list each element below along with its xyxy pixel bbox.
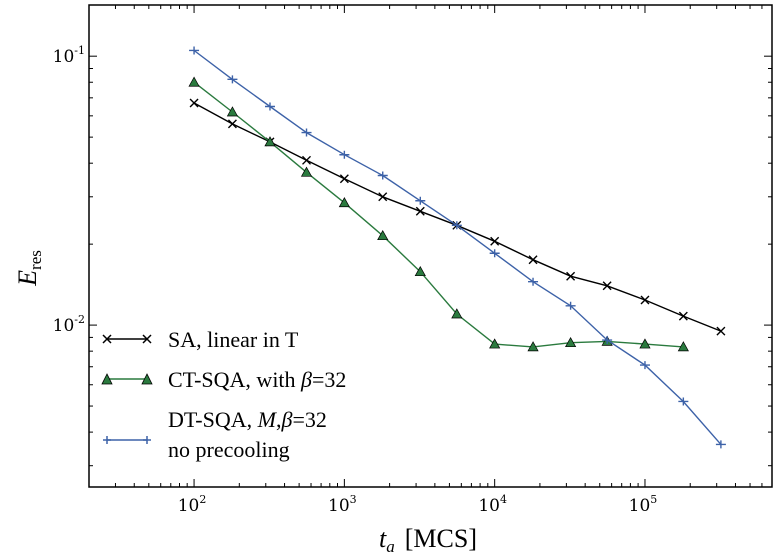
data-point [300,166,313,177]
x-tick-label: 104 [478,493,507,516]
data-point [188,76,200,87]
data-point [189,98,199,108]
legend-entry-sa: SA, linear in T [102,327,299,352]
series-layer [188,46,726,449]
data-point [227,119,237,129]
legend-label-dt-sqa-line2: no precooling [168,437,290,462]
data-point [451,308,463,319]
data-point [451,221,462,230]
x-axis-label-sub: a [386,537,395,555]
data-point [377,229,389,241]
legend-marker-plus [103,436,151,444]
data-point [377,171,388,180]
data-point [226,106,239,117]
data-point [565,301,576,310]
data-point [640,295,650,305]
data-point [678,311,688,321]
data-point [677,341,689,352]
data-point [716,326,726,336]
data-point [264,136,276,147]
x-axis-label-var: t [379,524,387,553]
legend: SA, linear in T CT-SQA, with β=32 DT-SQA… [101,327,346,462]
data-point [302,155,312,165]
x-tick-label: 103 [328,493,357,516]
data-point [565,336,577,348]
data-point [715,440,726,449]
data-point [338,197,350,208]
x-axis-label-unit: [MCS] [405,524,477,553]
data-point [639,361,650,370]
y-axis-label-sub: res [26,250,45,270]
data-point [489,249,500,258]
plot-frame [88,4,773,488]
y-axis-label-var: E [13,270,42,287]
x-tick-label: 102 [178,493,207,516]
data-point [528,255,538,265]
data-point [602,336,613,345]
data-point [339,150,350,159]
data-point [678,397,689,406]
y-axis-label: Eres [13,250,45,287]
series-line-1 [193,81,684,348]
data-point [301,128,312,137]
x-tick-label: 105 [629,493,658,516]
data-point [415,206,425,216]
y-tick-label: 10-1 [53,44,85,67]
legend-label-sa: SA, linear in T [168,327,299,352]
data-point [566,271,576,281]
data-point [189,46,200,55]
data-point [414,265,426,277]
legend-entry-dt-sqa: DT-SQA, M,β=32 no precooling [103,407,327,462]
legend-marker-x [102,334,152,344]
legend-label-ct-sqa: CT-SQA, with β=32 [168,367,346,392]
legend-marker-triangle [101,373,153,385]
data-point [264,102,275,111]
data-point [639,338,651,349]
axis-ticks [88,5,773,487]
data-point [415,196,426,205]
data-point [490,236,500,246]
data-point [528,277,539,286]
data-point [378,192,388,202]
data-point [602,281,612,291]
legend-entry-ct-sqa: CT-SQA, with β=32 [101,367,346,392]
data-point [527,341,539,352]
legend-label-dt-sqa: DT-SQA, M,β=32 [168,407,327,432]
data-point [489,338,501,349]
x-axis-label: ta [MCS] [379,524,477,555]
data-point [227,75,238,84]
y-tick-label: 10-2 [53,313,85,336]
data-point [339,174,349,184]
